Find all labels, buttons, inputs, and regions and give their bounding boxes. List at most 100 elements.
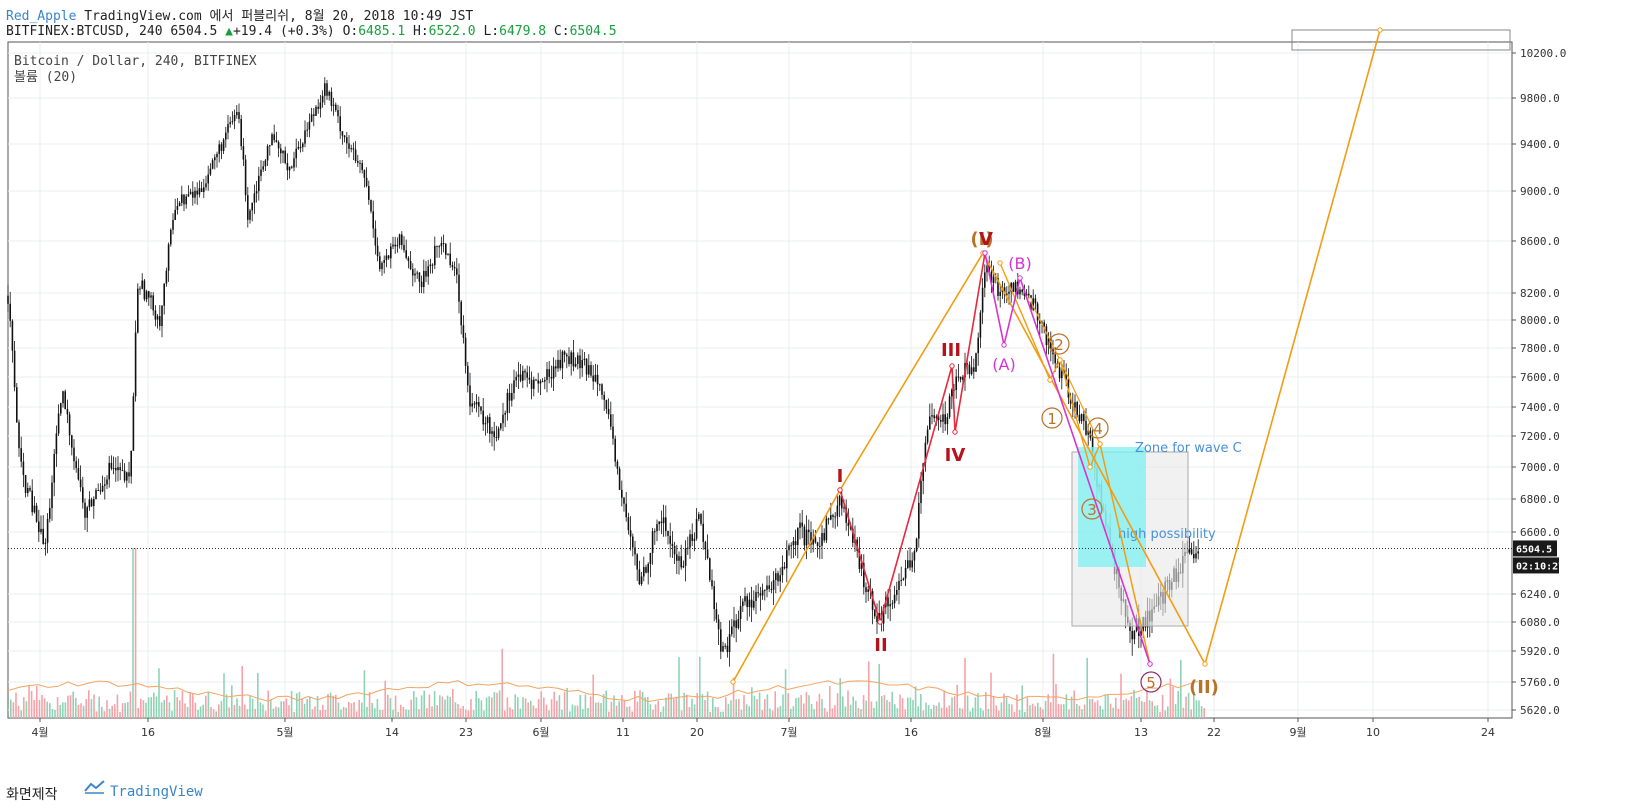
volume-bar xyxy=(483,710,485,718)
candle-body xyxy=(365,177,368,186)
volume-bar xyxy=(1078,705,1081,718)
series-legend[interactable]: Bitcoin / Dollar, 240, BITFINEX xyxy=(14,54,257,69)
volume-bar xyxy=(709,711,711,718)
last-price-tag xyxy=(1513,540,1557,557)
candle-body xyxy=(614,438,616,462)
candle-body xyxy=(933,415,935,419)
y-tick-label: 6240.0 xyxy=(1520,588,1560,601)
candle-body xyxy=(803,526,806,546)
candle-body xyxy=(583,358,586,361)
volume-bar xyxy=(433,691,436,718)
volume-bar xyxy=(673,698,675,718)
volume-bar xyxy=(896,708,899,718)
candle-body xyxy=(834,516,836,518)
volume-bar xyxy=(566,687,568,718)
volume-bar xyxy=(116,694,119,718)
volume-bar xyxy=(1193,692,1195,718)
candle-body xyxy=(781,566,784,576)
candle-body xyxy=(328,91,330,96)
volume-bar xyxy=(727,703,730,718)
candle-body xyxy=(458,274,460,302)
volume-bar xyxy=(1195,700,1198,718)
volume-bar xyxy=(405,709,407,718)
volume-bar xyxy=(199,706,202,718)
volume-bar xyxy=(561,709,563,718)
candle-body xyxy=(16,387,18,423)
volume-bar xyxy=(1190,709,1192,718)
volume-legend[interactable]: 볼륨 (20) xyxy=(14,70,78,85)
candle-body xyxy=(821,533,823,546)
candles xyxy=(7,77,1199,667)
volume-bar xyxy=(1174,704,1177,718)
author-link[interactable]: Red_Apple xyxy=(6,9,77,24)
candle-body xyxy=(1065,373,1067,380)
candle-body xyxy=(651,531,654,553)
volume-bar xyxy=(758,692,761,718)
volume-bar xyxy=(992,695,995,718)
candle-body xyxy=(104,484,106,486)
candle-body xyxy=(482,410,484,425)
volume-bar xyxy=(238,705,241,718)
candle-body xyxy=(528,377,531,380)
countdown-label: 02:10:27 xyxy=(1516,561,1564,572)
volume-bar xyxy=(77,704,80,718)
candle-body xyxy=(269,145,271,147)
volume-bar xyxy=(171,710,173,718)
candle-body xyxy=(794,541,797,546)
volume-bar xyxy=(618,701,620,718)
volume-bar xyxy=(600,702,602,718)
volume-bar xyxy=(82,705,85,718)
volume-bar xyxy=(202,704,204,718)
candle-body xyxy=(339,116,341,132)
candle-body xyxy=(423,270,425,287)
candle-body xyxy=(326,83,328,96)
candle-body xyxy=(288,166,291,171)
volume-bar xyxy=(1169,678,1172,718)
candle-body xyxy=(88,499,91,508)
volume-bar xyxy=(933,704,935,718)
candle-body xyxy=(24,475,27,493)
open-value: 6485.1 xyxy=(358,24,406,39)
volume-bar xyxy=(605,690,607,718)
candle-body xyxy=(790,545,792,547)
candle-body xyxy=(592,375,594,382)
volume-bar xyxy=(1138,696,1140,718)
volume-bar xyxy=(756,699,758,718)
volume-bar xyxy=(358,699,360,718)
candle-body xyxy=(539,381,542,384)
candle-body xyxy=(244,159,247,196)
tradingview-brand[interactable]: TradingView xyxy=(110,784,203,800)
candle-body xyxy=(691,534,693,541)
candle-body xyxy=(953,389,955,391)
candle-body xyxy=(621,489,623,498)
orange-subwave-line-node xyxy=(1047,377,1053,383)
volume-bar xyxy=(644,697,646,718)
candle-body xyxy=(515,376,517,381)
candle-body xyxy=(810,532,812,545)
candle-body xyxy=(478,402,480,407)
candle-body xyxy=(568,356,570,364)
candle-body xyxy=(594,374,597,382)
magenta-wave-line-node xyxy=(1017,275,1023,281)
volume-bar xyxy=(93,694,95,718)
candle-body xyxy=(1054,354,1056,364)
candle-body xyxy=(134,332,137,397)
candle-body xyxy=(561,351,564,369)
candle-body xyxy=(640,576,643,584)
candle-body xyxy=(172,219,174,230)
volume-bar xyxy=(296,693,298,718)
candle-body xyxy=(541,381,544,383)
candle-body xyxy=(533,379,535,389)
candle-body xyxy=(233,115,236,122)
volume-bar xyxy=(1091,698,1094,718)
candle-body xyxy=(544,379,546,382)
volume-bar xyxy=(1164,710,1166,718)
volume-bar xyxy=(324,709,327,718)
candle-body xyxy=(222,139,225,151)
candle-body xyxy=(761,590,764,596)
candle-body xyxy=(361,163,363,171)
volume-bar xyxy=(124,702,126,718)
candle-body xyxy=(416,272,418,274)
orange-subwave-line-2 xyxy=(1029,299,1151,665)
